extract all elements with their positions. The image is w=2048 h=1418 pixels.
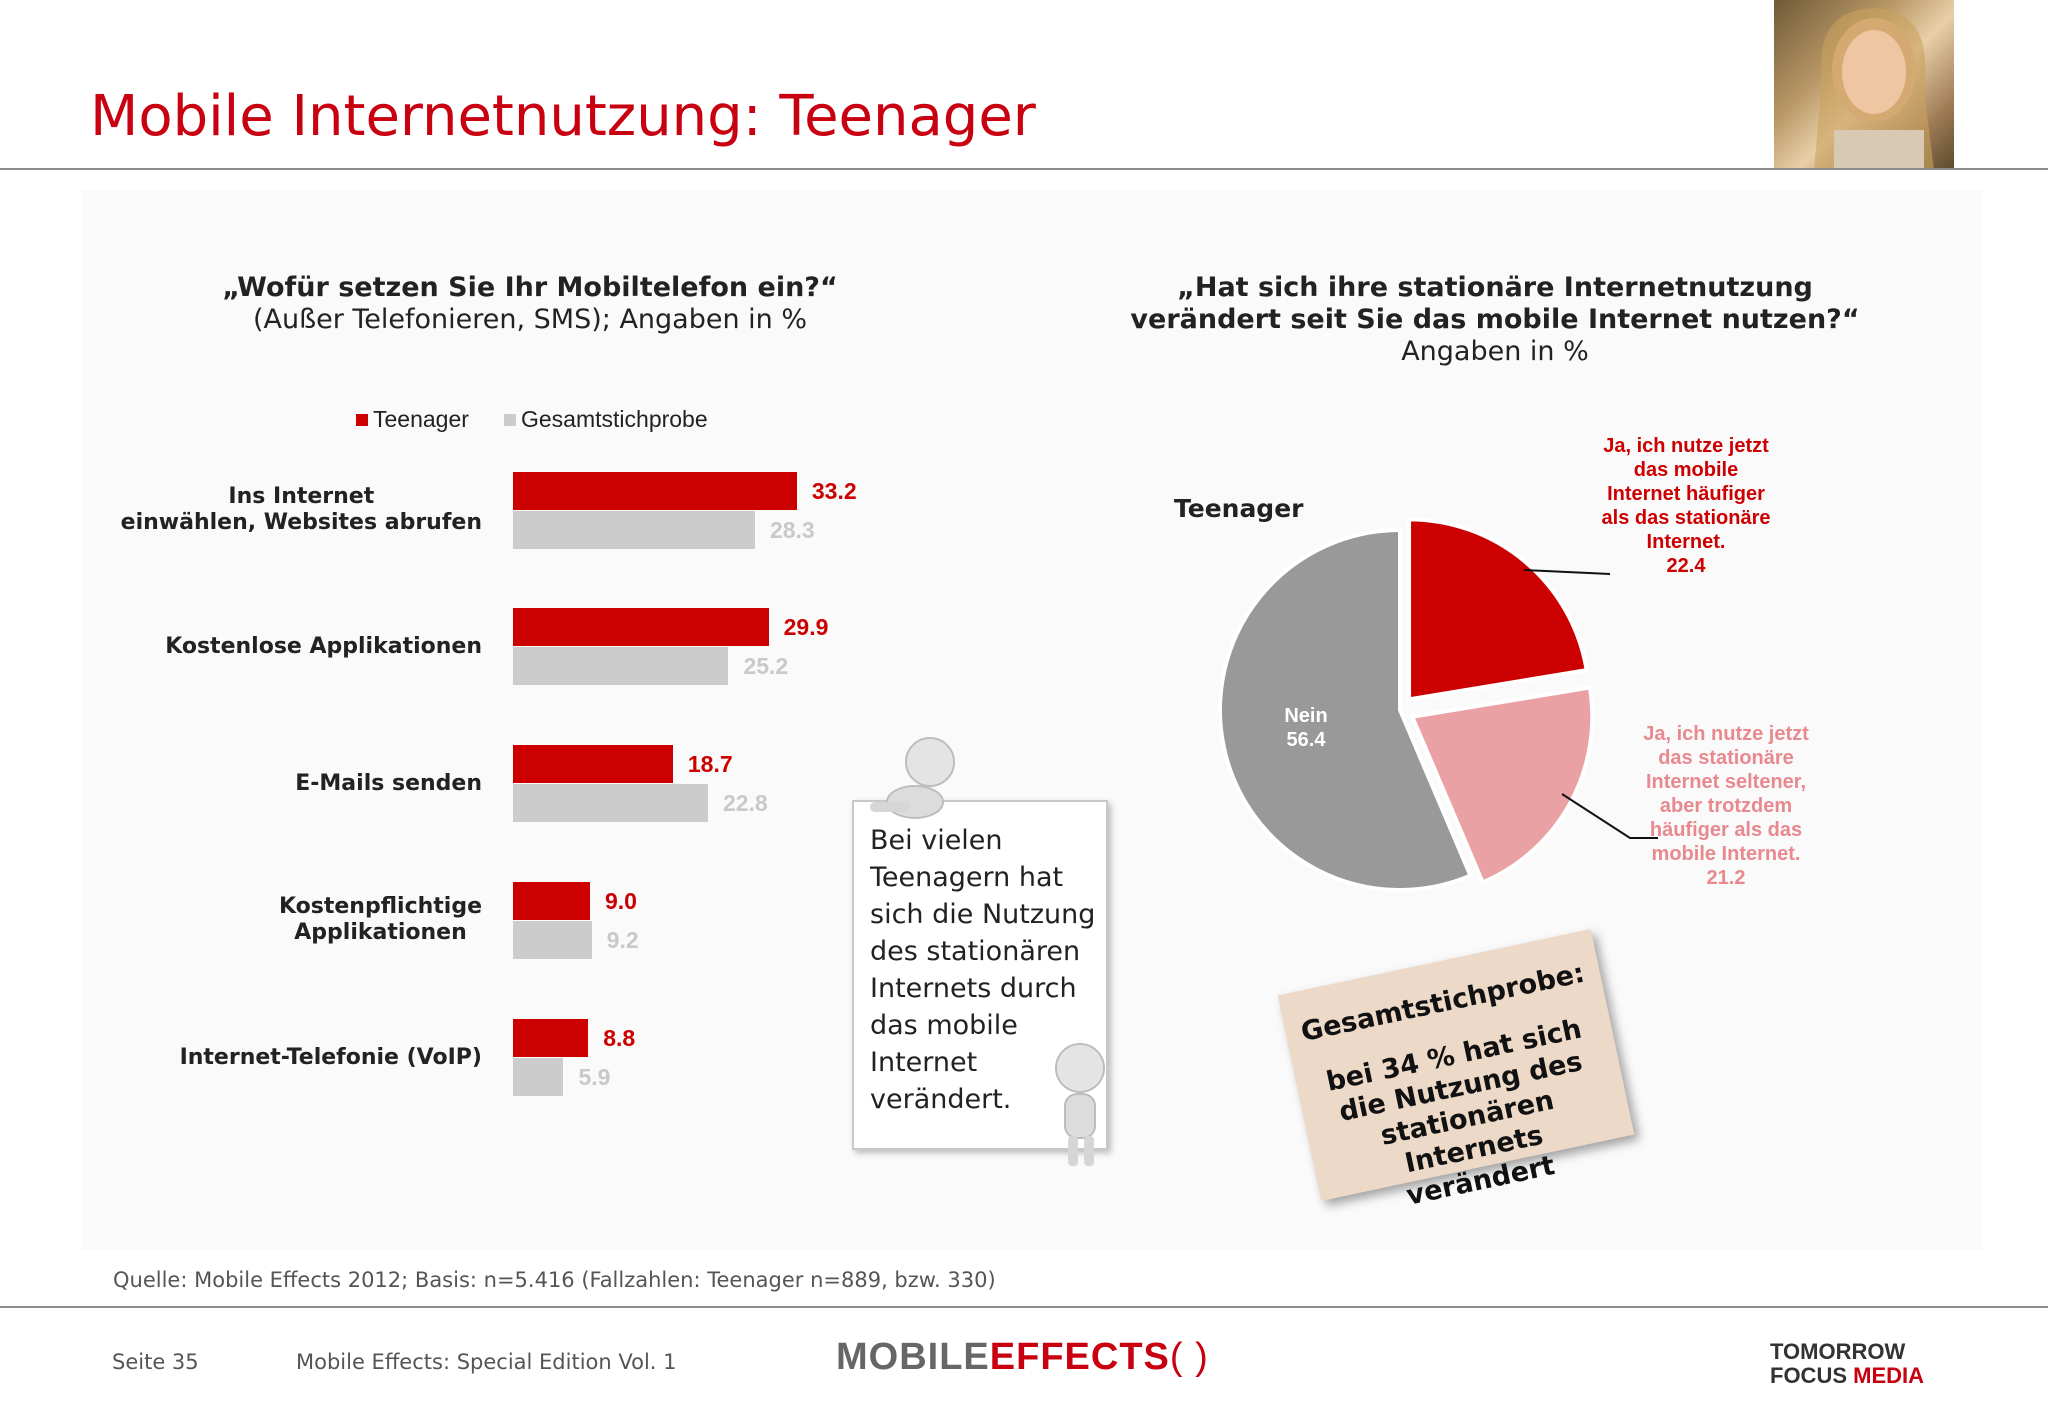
logo-main-part1: MOBILE <box>836 1336 990 1378</box>
footer-divider <box>0 1306 2048 1308</box>
leader-line-pink <box>1561 793 1658 839</box>
logo-bracket-icon: ( ) <box>1169 1336 1209 1378</box>
leader-line-red <box>1523 569 1611 575</box>
source-note: Quelle: Mobile Effects 2012; Basis: n=5.… <box>113 1268 996 1292</box>
pie-label-pink-value: 21.2 <box>1706 867 1746 889</box>
legend-item-gesamt: Gesamtstichprobe <box>504 406 708 433</box>
photo-illustration <box>1814 8 1934 170</box>
teenager-photo <box>1774 0 1954 170</box>
category-label: Kostenpflichtige Applikationen <box>279 894 482 945</box>
page-title: Mobile Internetnutzung: Teenager <box>90 84 1036 149</box>
legend-label-gesamt: Gesamtstichprobe <box>521 406 708 432</box>
category-label: E-Mails senden <box>295 771 482 796</box>
tomorrow-focus-media-logo: TOMORROW FOCUS MEDIA <box>1770 1340 1924 1388</box>
legend-swatch-gesamt <box>504 414 516 426</box>
pie-label-pink: Ja, ich nutze jetzt das stationäre Inter… <box>1636 722 1816 890</box>
right-chart-subtitle: Angaben in % <box>1401 336 1589 367</box>
category-label: Kostenlose Applikationen <box>165 634 482 659</box>
note-text: Bei vielen Teenagern hat sich die Nutzun… <box>870 825 1096 1115</box>
note-card <box>852 800 1108 1150</box>
right-question-line2: verändert seit Sie das mobile Internet n… <box>1130 304 1860 335</box>
pie-slice-mobile-more <box>1407 517 1589 702</box>
header-divider <box>0 168 2048 170</box>
logo-partner-line2b: MEDIA <box>1853 1363 1925 1388</box>
logo-partner-line1: TOMORROW <box>1770 1339 1906 1364</box>
edition-label: Mobile Effects: Special Edition Vol. 1 <box>296 1350 677 1374</box>
pie-chart <box>1218 517 1595 892</box>
category-label: Ins Internet einwählen, Websites abrufen <box>120 484 482 535</box>
pie-label-nein-text: Nein <box>1284 705 1328 727</box>
mobile-effects-logo: MOBILEEFFECTS( ) <box>836 1336 1209 1379</box>
right-question-line1: „Hat sich ihre stationäre Internetnutzun… <box>1177 272 1813 303</box>
legend-item-teenager: Teenager <box>356 406 469 433</box>
pie-slice-stationary-less <box>1409 685 1595 886</box>
right-chart-heading: „Hat sich ihre stationäre Internetnutzun… <box>1100 272 1890 368</box>
figure-peeking-icon <box>870 737 955 819</box>
left-chart-question: „Wofür setzen Sie Ihr Mobiltelefon ein?“ <box>222 272 838 303</box>
pie-label-red-text: Ja, ich nutze jetzt das mobile Internet … <box>1601 435 1771 553</box>
figure-standing-icon <box>1055 1043 1105 1166</box>
left-chart-subtitle: (Außer Telefonieren, SMS); Angaben in % <box>252 304 808 335</box>
page-number: Seite 35 <box>112 1350 199 1374</box>
legend-swatch-teenager <box>356 414 368 426</box>
pie-label-nein: Nein 56.4 <box>1246 704 1366 752</box>
pie-slice-nein <box>1218 527 1474 892</box>
pie-label-pink-text: Ja, ich nutze jetzt das stationäre Inter… <box>1643 723 1809 865</box>
pie-label-red: Ja, ich nutze jetzt das mobile Internet … <box>1596 434 1776 578</box>
pie-subtitle: Teenager <box>1174 494 1304 523</box>
pie-label-nein-value: 56.4 <box>1286 729 1326 751</box>
category-label: Internet-Telefonie (VoIP) <box>179 1045 482 1070</box>
legend-label-teenager: Teenager <box>373 406 469 432</box>
pie-label-red-value: 22.4 <box>1666 555 1706 577</box>
logo-main-part2: EFFECTS <box>989 1336 1170 1378</box>
left-chart-heading: „Wofür setzen Sie Ihr Mobiltelefon ein?“… <box>160 272 900 336</box>
logo-partner-line2a: FOCUS <box>1770 1363 1847 1388</box>
